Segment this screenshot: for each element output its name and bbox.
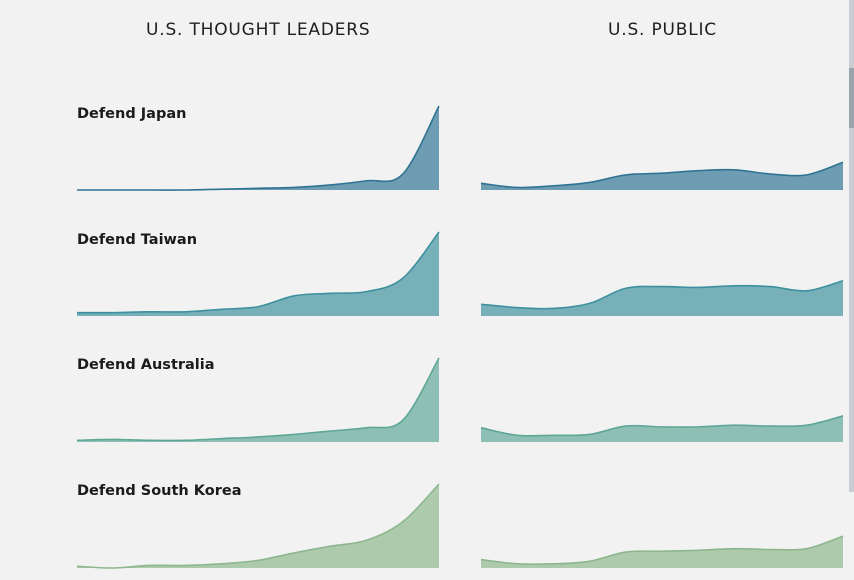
scrollbar-thumb[interactable] xyxy=(849,68,854,128)
area-fill-3-leaders xyxy=(77,484,439,569)
row-label-australia: Defend Australia xyxy=(77,357,215,373)
area-fill-2-public xyxy=(481,415,843,442)
area-line-2-public xyxy=(480,415,844,437)
area-line-1-leaders xyxy=(76,231,440,314)
column-title-thought-leaders: U.S. THOUGHT LEADERS xyxy=(146,20,371,40)
row-label-taiwan: Defend Taiwan xyxy=(77,232,198,248)
row-label-japan: Defend Japan xyxy=(77,106,187,122)
area-line-0-leaders xyxy=(76,105,440,191)
area-fill-2-leaders xyxy=(77,358,439,442)
area-fill-0-leaders xyxy=(77,106,439,191)
scrollbar-track[interactable] xyxy=(849,0,854,492)
area-line-3-leaders xyxy=(76,483,440,569)
row-label-south-korea: Defend South Korea xyxy=(77,483,242,499)
area-fill-0-public xyxy=(481,162,843,190)
area-fill-1-leaders xyxy=(77,232,439,316)
area-line-0-public xyxy=(480,161,844,189)
area-line-2-leaders xyxy=(76,357,440,442)
area-fill-3-public xyxy=(481,536,843,568)
area-line-3-public xyxy=(480,535,844,566)
column-title-public: U.S. PUBLIC xyxy=(608,20,717,40)
area-line-1-public xyxy=(480,279,844,310)
